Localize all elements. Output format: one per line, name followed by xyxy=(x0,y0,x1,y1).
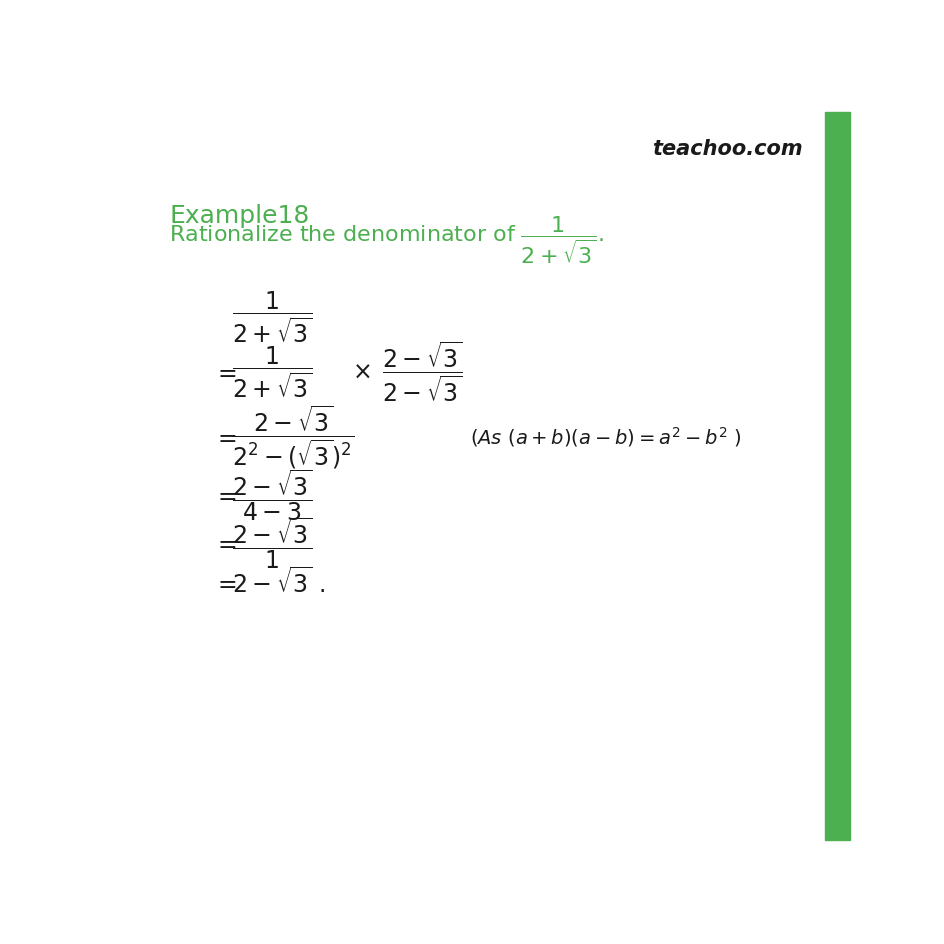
Text: $\dfrac{2-\sqrt{3}}{2-\sqrt{3}}$: $\dfrac{2-\sqrt{3}}{2-\sqrt{3}}$ xyxy=(381,339,462,403)
Text: $\dfrac{1}{2+\sqrt{3}}$: $\dfrac{1}{2+\sqrt{3}}$ xyxy=(231,289,312,345)
Text: Rationalize the denominator of $\dfrac{1}{2+\sqrt{3}}$.: Rationalize the denominator of $\dfrac{1… xyxy=(169,215,604,266)
Text: $\dfrac{2-\sqrt{3}}{4-3}$: $\dfrac{2-\sqrt{3}}{4-3}$ xyxy=(231,467,312,523)
Text: $=$: $=$ xyxy=(213,483,237,507)
Text: $\dfrac{1}{2+\sqrt{3}}$: $\dfrac{1}{2+\sqrt{3}}$ xyxy=(231,344,312,399)
Text: Example18: Example18 xyxy=(169,204,310,228)
Text: $=$: $=$ xyxy=(213,360,237,383)
Text: $\times$: $\times$ xyxy=(352,360,371,383)
Bar xyxy=(824,113,850,840)
Text: $=$: $=$ xyxy=(213,531,237,554)
Text: $\dfrac{2-\sqrt{3}}{2^2-(\sqrt{3})^2}$: $\dfrac{2-\sqrt{3}}{2^2-(\sqrt{3})^2}$ xyxy=(231,403,353,470)
Text: $\dfrac{2-\sqrt{3}}{1}$: $\dfrac{2-\sqrt{3}}{1}$ xyxy=(231,514,312,570)
Text: $( As\ (a + b)(a - b) = a^2 - b^2\ )$: $( As\ (a + b)(a - b) = a^2 - b^2\ )$ xyxy=(469,425,741,448)
Text: $=$: $=$ xyxy=(213,425,237,448)
Text: $2 - \sqrt{3}\ .$: $2 - \sqrt{3}\ .$ xyxy=(231,566,325,598)
Text: $=$: $=$ xyxy=(213,570,237,594)
Text: teachoo.com: teachoo.com xyxy=(651,139,802,159)
